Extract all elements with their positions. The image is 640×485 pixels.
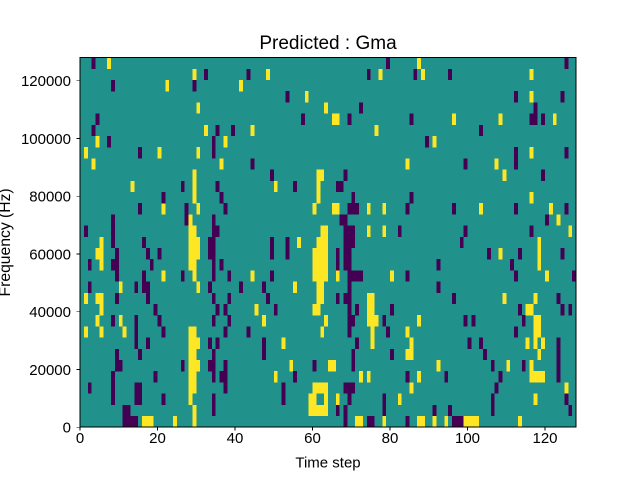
svg-text:80000: 80000 (29, 189, 71, 206)
svg-text:Time step: Time step (295, 455, 360, 472)
svg-text:100: 100 (455, 430, 480, 447)
svg-text:120000: 120000 (21, 73, 71, 90)
svg-text:Frequency (Hz): Frequency (Hz) (0, 188, 14, 296)
svg-text:40000: 40000 (29, 304, 71, 321)
svg-text:20000: 20000 (29, 362, 71, 379)
svg-text:Predicted : Gma: Predicted : Gma (259, 33, 397, 54)
svg-text:40: 40 (227, 430, 244, 447)
svg-text:100000: 100000 (21, 131, 71, 148)
svg-text:60: 60 (304, 430, 321, 447)
svg-text:20: 20 (149, 430, 166, 447)
svg-text:60000: 60000 (29, 246, 71, 263)
svg-text:0: 0 (76, 430, 84, 447)
svg-text:0: 0 (63, 420, 71, 437)
svg-text:120: 120 (532, 430, 557, 447)
svg-text:80: 80 (382, 430, 399, 447)
